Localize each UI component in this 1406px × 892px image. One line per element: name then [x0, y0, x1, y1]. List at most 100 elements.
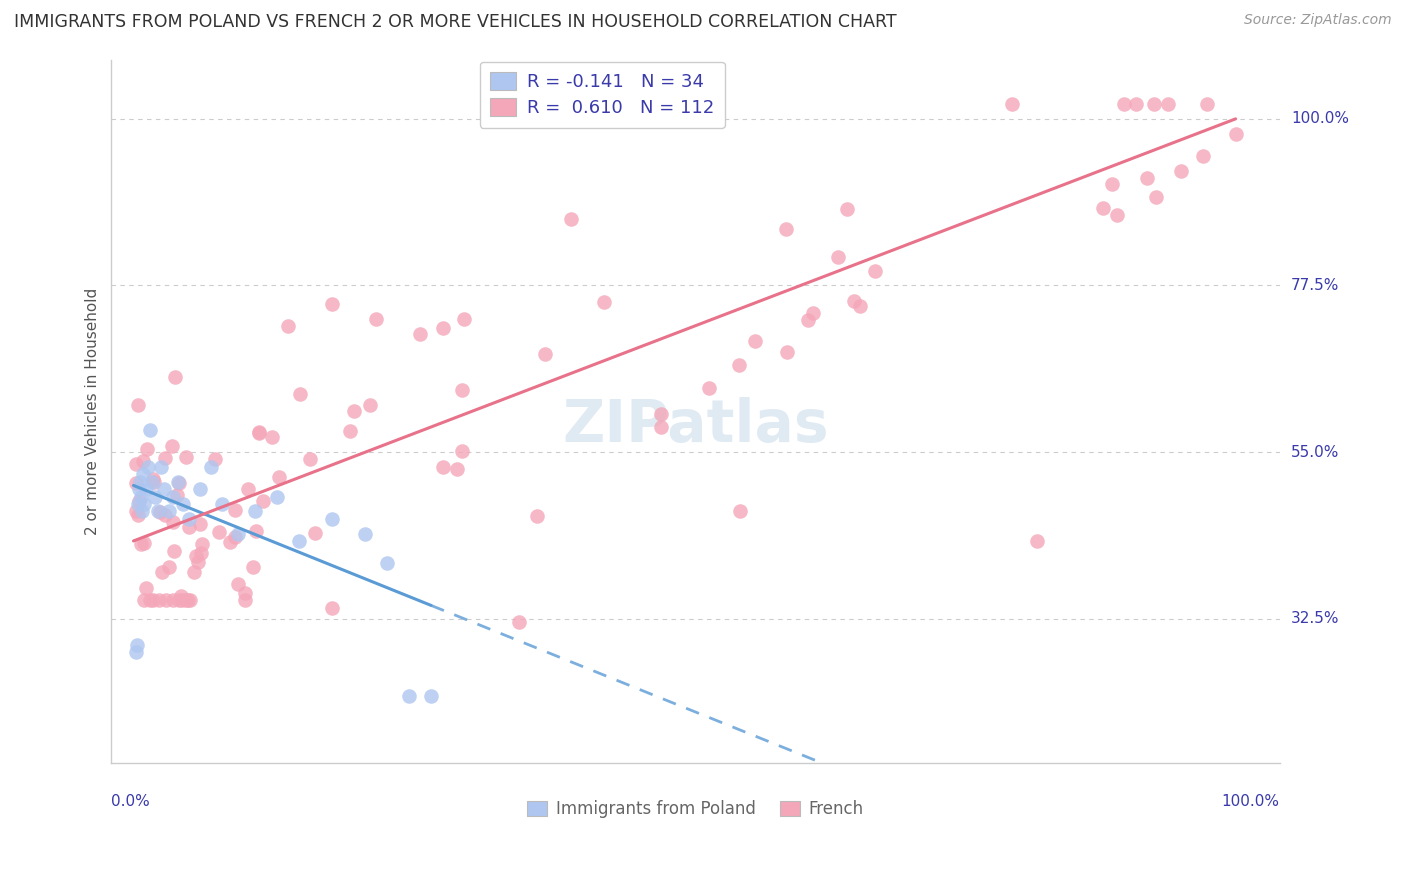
Point: [125, 638, 148, 652]
Point: [1144, 190, 1167, 204]
Point: [127, 508, 149, 522]
Point: [142, 593, 165, 607]
Point: [364, 311, 387, 326]
Point: [157, 504, 180, 518]
Point: [200, 459, 222, 474]
Point: [266, 490, 288, 504]
Point: [129, 475, 152, 489]
Point: [1143, 97, 1166, 112]
Point: [1092, 201, 1115, 215]
Point: [451, 443, 474, 458]
Point: [186, 549, 208, 563]
Point: [321, 512, 343, 526]
Text: 100.0%: 100.0%: [1222, 794, 1279, 809]
Point: [1136, 171, 1159, 186]
Point: [157, 559, 180, 574]
Point: [450, 383, 472, 397]
Text: 100.0%: 100.0%: [1291, 112, 1348, 127]
Point: [560, 212, 582, 227]
Point: [744, 334, 766, 348]
Legend: Immigrants from Poland, French: Immigrants from Poland, French: [520, 794, 870, 825]
Point: [183, 565, 205, 579]
Point: [650, 419, 672, 434]
Point: [727, 359, 749, 373]
Text: 77.5%: 77.5%: [1291, 278, 1339, 293]
Point: [1105, 208, 1128, 222]
Point: [534, 347, 557, 361]
Point: [797, 312, 820, 326]
Point: [249, 425, 271, 439]
Point: [150, 459, 173, 474]
Point: [1157, 97, 1180, 112]
Point: [842, 294, 865, 309]
Point: [1026, 533, 1049, 548]
Point: [150, 565, 173, 579]
Point: [190, 546, 212, 560]
Point: [187, 555, 209, 569]
Point: [252, 494, 274, 508]
Point: [420, 690, 443, 704]
Point: [288, 387, 311, 401]
Point: [132, 593, 155, 607]
Point: [321, 297, 343, 311]
Point: [127, 398, 149, 412]
Point: [177, 519, 200, 533]
Point: [1125, 97, 1147, 112]
Point: [1114, 97, 1136, 112]
Point: [204, 452, 226, 467]
Point: [1101, 177, 1123, 191]
Point: [136, 459, 159, 474]
Point: [432, 321, 454, 335]
Point: [409, 326, 432, 341]
Text: 0.0%: 0.0%: [111, 794, 150, 809]
Point: [155, 508, 177, 523]
Point: [224, 502, 246, 516]
Point: [1225, 127, 1247, 141]
Point: [699, 381, 721, 395]
Point: [138, 593, 160, 607]
Point: [354, 526, 377, 541]
Point: [142, 472, 165, 486]
Point: [163, 369, 186, 384]
Point: [172, 593, 194, 607]
Point: [304, 525, 326, 540]
Point: [162, 515, 184, 529]
Point: [267, 470, 290, 484]
Point: [153, 482, 176, 496]
Point: [167, 593, 190, 607]
Point: [243, 504, 266, 518]
Point: [128, 494, 150, 508]
Point: [849, 299, 872, 313]
Point: [775, 222, 797, 236]
Point: [129, 490, 152, 504]
Point: [339, 424, 361, 438]
Point: [134, 497, 156, 511]
Point: [827, 251, 849, 265]
Point: [228, 576, 250, 591]
Point: [342, 403, 364, 417]
Point: [143, 475, 166, 489]
Point: [176, 593, 198, 607]
Point: [176, 450, 198, 465]
Text: ZIPatlas: ZIPatlas: [562, 397, 830, 454]
Point: [432, 459, 454, 474]
Point: [299, 451, 322, 466]
Point: [593, 294, 616, 309]
Point: [359, 398, 381, 412]
Point: [446, 461, 468, 475]
Point: [172, 497, 194, 511]
Point: [163, 543, 186, 558]
Point: [526, 509, 548, 524]
Point: [226, 526, 249, 541]
Point: [132, 536, 155, 550]
Point: [166, 475, 188, 489]
Point: [124, 476, 146, 491]
Point: [129, 536, 152, 550]
Point: [236, 482, 259, 496]
Point: [776, 345, 799, 359]
Point: [247, 425, 270, 440]
Point: [139, 423, 162, 437]
Point: [127, 497, 149, 511]
Point: [453, 311, 475, 326]
Point: [131, 504, 153, 518]
